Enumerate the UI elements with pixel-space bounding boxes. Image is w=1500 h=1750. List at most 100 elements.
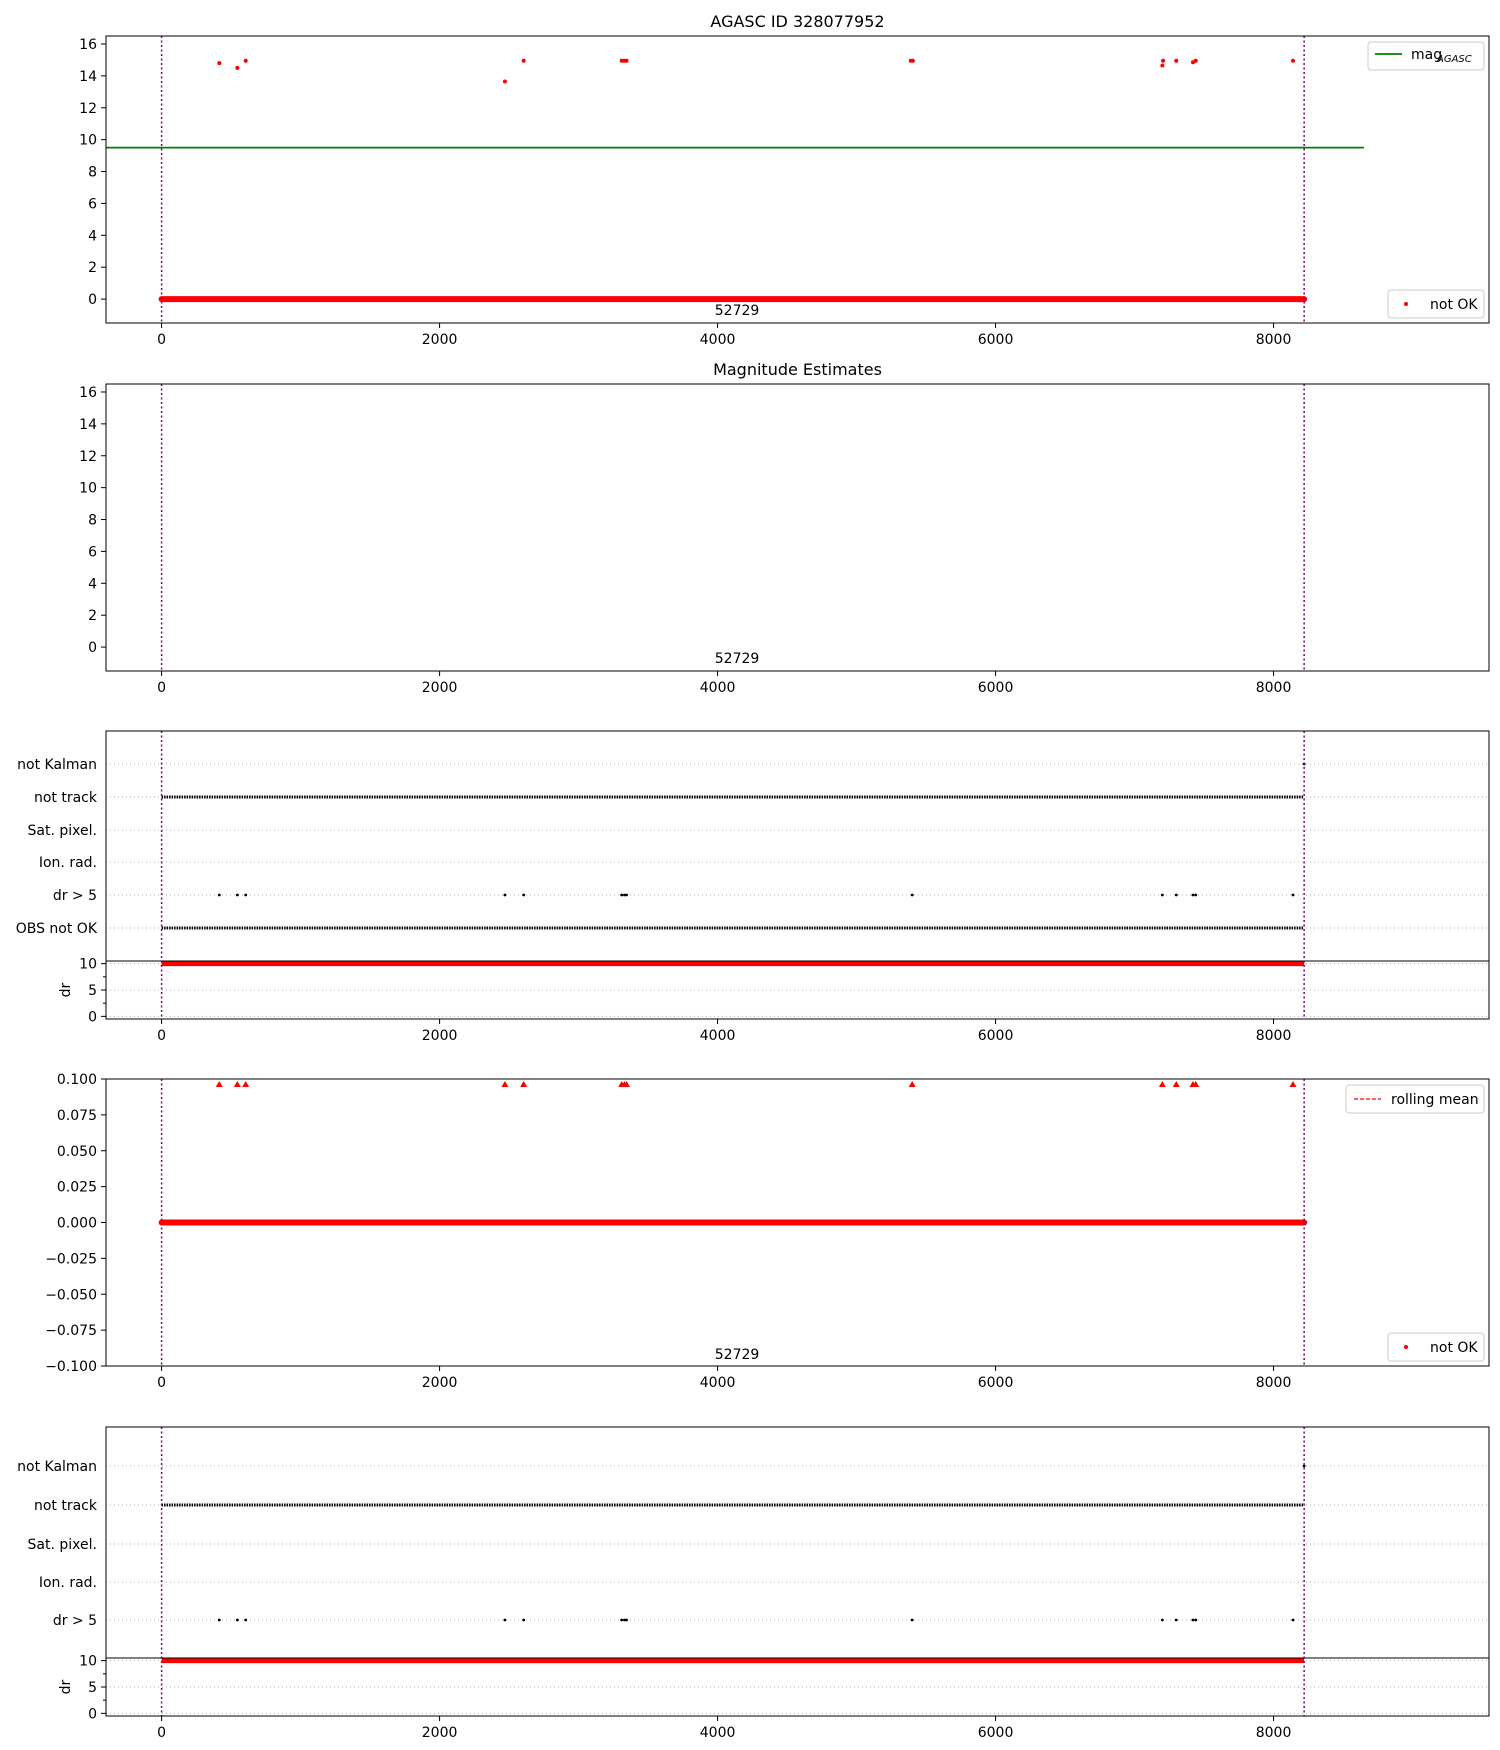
- not-ok-point: [1193, 58, 1198, 63]
- clipped-marker: [501, 1081, 509, 1087]
- flag-mark: [1174, 893, 1178, 897]
- flag-mark: [522, 893, 526, 897]
- x-tick-label: 2000: [422, 332, 458, 348]
- x-tick-label: 0: [157, 1028, 166, 1044]
- flag-label: Ion. rad.: [39, 855, 97, 871]
- y-tick-label: −0.075: [45, 1323, 97, 1339]
- y-tick-label: 0: [88, 640, 97, 656]
- not-ok-point: [619, 58, 624, 63]
- y-tick-label: 12: [79, 449, 97, 465]
- flag-mark: [1194, 893, 1198, 897]
- x-tick-label: 4000: [700, 1725, 736, 1741]
- x-tick-label: 6000: [978, 1375, 1014, 1391]
- x-tick-label: 0: [157, 1725, 166, 1741]
- flag-mark: [1174, 1618, 1178, 1622]
- flag-mark: [1160, 893, 1164, 897]
- dr-y-tick-label: 10: [79, 957, 97, 973]
- y-tick-label: 4: [88, 576, 97, 592]
- x-tick-label: 4000: [700, 1028, 736, 1044]
- panel-flags-2: dr > 5 Ion. rad. Sat. pixel. not track not K…: [17, 1426, 1490, 1741]
- flag-mark: [623, 893, 626, 897]
- x-tick-label: 6000: [978, 1028, 1014, 1044]
- flag-mark: [620, 1618, 624, 1622]
- flag-label: dr > 5: [53, 888, 97, 904]
- legend-rolling-mean-label: rolling mean: [1391, 1092, 1479, 1108]
- legend-not-ok-label: not OK: [1430, 1340, 1478, 1356]
- flag-label: not track: [34, 790, 98, 806]
- x-tick-label: 4000: [700, 332, 736, 348]
- y-tick-label: 4: [88, 228, 97, 244]
- y-tick-label: 16: [79, 37, 97, 53]
- obsid-label: 52729: [715, 303, 760, 319]
- x-tick-label: 6000: [978, 1725, 1014, 1741]
- flag-label: OBS not OK: [16, 921, 98, 937]
- flag-mark: [503, 893, 507, 897]
- clipped-marker: [520, 1081, 528, 1087]
- dr-y-tick-label: 0: [88, 1009, 97, 1025]
- flag-mark: [522, 1618, 526, 1622]
- flag-mark: [235, 893, 239, 897]
- y-tick-label: 6: [88, 196, 97, 212]
- y-tick-label: 12: [79, 101, 97, 117]
- flag-mark: [910, 1618, 914, 1622]
- flag-label: dr > 5: [53, 1613, 97, 1629]
- not-ok-point: [1160, 63, 1165, 68]
- obsid-label: 52729: [715, 1347, 760, 1363]
- flag-mark: [235, 1618, 239, 1622]
- dr-y-tick-label: 5: [88, 983, 97, 999]
- dr-frame: [105, 1657, 1490, 1717]
- legend-not-ok-marker: [1404, 1345, 1408, 1349]
- legend-mag: [1367, 41, 1485, 71]
- y-tick-label: 0.050: [57, 1144, 97, 1160]
- not-ok-point: [910, 58, 915, 63]
- flag-label: Sat. pixel.: [28, 823, 97, 839]
- x-tick-label: 6000: [978, 680, 1014, 696]
- flag-mark: [623, 1618, 626, 1622]
- x-tick-label: 8000: [1256, 1725, 1292, 1741]
- flag-mark: [620, 893, 624, 897]
- flag-mark: [1302, 1464, 1306, 1468]
- flag-mark: [244, 1618, 248, 1622]
- x-tick-label: 0: [157, 680, 166, 696]
- flag-mark: [625, 1618, 628, 1622]
- legend-not-ok-marker: [1404, 302, 1408, 306]
- y-tick-label: −0.025: [45, 1251, 97, 1267]
- x-tick-label: 8000: [1256, 680, 1292, 696]
- not-ok-point: [1291, 58, 1296, 63]
- panel-flags-1: OBS not OK dr > 5 Ion. rad. Sat. pixel. not …: [16, 730, 1490, 1044]
- flag-label: not Kalman: [17, 1459, 97, 1475]
- y-tick-label: 16: [79, 385, 97, 401]
- legend-rolling-mean: [1345, 1084, 1485, 1114]
- dr-y-tick-label: 10: [79, 1654, 97, 1670]
- flag-mark: [503, 1618, 507, 1622]
- x-tick-label: 2000: [422, 1725, 458, 1741]
- y-tick-label: 8: [88, 513, 97, 529]
- clipped-marker: [215, 1081, 223, 1087]
- not-ok-point: [624, 58, 629, 63]
- x-tick-label: 8000: [1256, 1028, 1292, 1044]
- y-tick-label: 2: [88, 260, 97, 276]
- not-ok-point: [235, 65, 240, 70]
- clipped-marker: [908, 1081, 916, 1087]
- flag-label: Ion. rad.: [39, 1575, 97, 1591]
- flag-mark: [217, 893, 221, 897]
- y-tick-label: 0.000: [57, 1216, 97, 1232]
- flag-mark: [1291, 1618, 1295, 1622]
- dr-axis-label: dr: [58, 982, 74, 997]
- x-tick-label: 8000: [1256, 1375, 1292, 1391]
- obsid-label: 52729: [715, 651, 760, 667]
- y-tick-label: 8: [88, 165, 97, 181]
- y-tick-label: 10: [79, 133, 97, 149]
- clipped-marker: [623, 1081, 631, 1087]
- y-tick-label: 2: [88, 608, 97, 624]
- flag-label: not Kalman: [17, 757, 97, 773]
- flag-mark: [217, 1618, 221, 1622]
- flag-mark: [1291, 893, 1295, 897]
- clipped-marker: [1289, 1081, 1297, 1087]
- y-tick-label: 0.075: [57, 1108, 97, 1124]
- not-ok-point: [1161, 58, 1166, 63]
- flag-mark: [1160, 1618, 1164, 1622]
- y-tick-label: 14: [79, 417, 97, 433]
- y-tick-label: −0.050: [45, 1287, 97, 1303]
